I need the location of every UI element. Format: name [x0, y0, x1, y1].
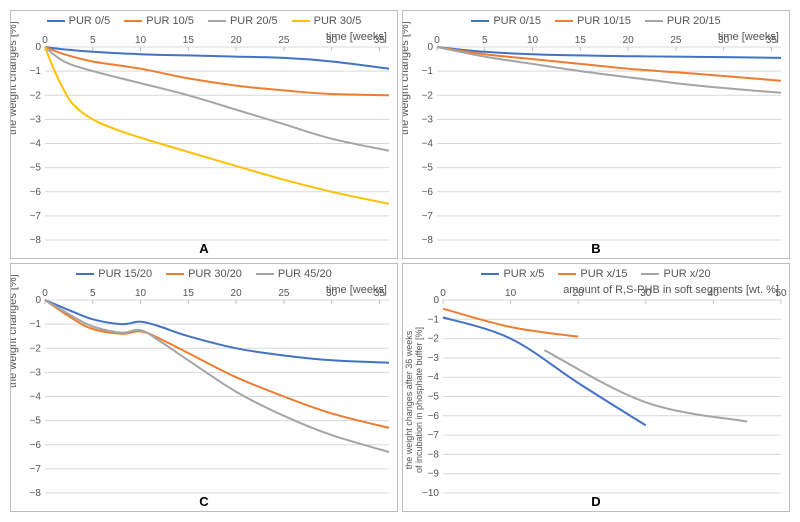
svg-text:20: 20 [231, 288, 243, 299]
svg-text:−3: −3 [422, 114, 434, 125]
svg-text:−6: −6 [428, 411, 440, 422]
series-line [443, 317, 646, 425]
svg-text:−1: −1 [30, 66, 42, 77]
panel-label: A [199, 241, 208, 256]
svg-text:−7: −7 [422, 211, 434, 222]
svg-text:−6: −6 [30, 187, 42, 198]
svg-text:15: 15 [575, 35, 587, 46]
svg-text:15: 15 [183, 35, 195, 46]
panel-D: PUR x/5PUR x/15PUR x/20amount of R,S-PHB… [402, 263, 790, 512]
svg-text:−5: −5 [30, 416, 42, 427]
svg-text:30: 30 [326, 35, 338, 46]
svg-text:−6: −6 [30, 440, 42, 451]
series-line [45, 47, 389, 204]
svg-text:0: 0 [35, 42, 41, 53]
panel-C: PUR 15/20PUR 30/20PUR 45/20time [weeks]t… [10, 263, 398, 512]
svg-text:−3: −3 [30, 367, 42, 378]
svg-text:−9: −9 [428, 469, 440, 480]
svg-text:5: 5 [90, 35, 96, 46]
svg-text:−2: −2 [30, 90, 42, 101]
svg-text:−8: −8 [422, 235, 434, 246]
svg-text:10: 10 [505, 288, 517, 299]
svg-text:25: 25 [670, 35, 682, 46]
panel-label: B [591, 241, 600, 256]
svg-text:0: 0 [35, 295, 41, 306]
svg-text:−1: −1 [428, 314, 440, 325]
svg-text:30: 30 [640, 288, 652, 299]
svg-text:−6: −6 [422, 187, 434, 198]
svg-text:30: 30 [326, 288, 338, 299]
svg-text:−2: −2 [422, 90, 434, 101]
svg-text:20: 20 [231, 35, 243, 46]
svg-text:20: 20 [573, 288, 585, 299]
panel-B: PUR 0/15PUR 10/15PUR 20/15time [weeks]th… [402, 10, 790, 259]
panel-label: C [199, 494, 208, 509]
svg-text:10: 10 [135, 288, 147, 299]
svg-text:−10: −10 [422, 488, 439, 499]
svg-text:20: 20 [623, 35, 635, 46]
chart-svg: −10−9−8−7−6−5−4−3−2−1001020304050 [403, 264, 790, 512]
svg-text:35: 35 [374, 288, 386, 299]
svg-text:−1: −1 [30, 319, 42, 330]
svg-text:35: 35 [374, 35, 386, 46]
svg-text:−3: −3 [428, 353, 440, 364]
svg-text:−5: −5 [30, 163, 42, 174]
svg-text:−8: −8 [428, 449, 440, 460]
svg-text:25: 25 [278, 35, 290, 46]
chart-svg: −8 −7 −6 −5 −4 −3 −2 −1 00 5 10 15 20 25 30 35 [403, 11, 790, 259]
svg-text:0: 0 [433, 295, 439, 306]
svg-text:5: 5 [482, 35, 488, 46]
panel-A: PUR 0/5PUR 10/5PUR 20/5PUR 30/5time [wee… [10, 10, 398, 259]
svg-text:−2: −2 [428, 334, 440, 345]
svg-text:40: 40 [708, 288, 720, 299]
svg-text:−5: −5 [428, 392, 440, 403]
svg-text:0: 0 [427, 42, 433, 53]
svg-text:10: 10 [135, 35, 147, 46]
svg-text:−4: −4 [30, 139, 42, 150]
panel-label: D [591, 494, 600, 509]
svg-text:0: 0 [42, 35, 48, 46]
svg-text:0: 0 [434, 35, 440, 46]
svg-text:−7: −7 [428, 430, 440, 441]
series-line [544, 350, 747, 421]
chart-svg: −8 −7 −6 −5 −4 −3 −2 −1 00 5 10 15 20 25 30 35 [11, 264, 398, 512]
svg-text:−4: −4 [422, 139, 434, 150]
series-line [45, 47, 389, 69]
svg-text:−4: −4 [30, 392, 42, 403]
svg-text:25: 25 [278, 288, 290, 299]
series-line [45, 300, 389, 452]
svg-text:−4: −4 [428, 372, 440, 383]
svg-text:−5: −5 [422, 163, 434, 174]
svg-text:30: 30 [718, 35, 730, 46]
svg-text:−7: −7 [30, 464, 42, 475]
svg-text:−7: −7 [30, 211, 42, 222]
svg-text:15: 15 [183, 288, 195, 299]
series-line [45, 300, 389, 363]
svg-text:35: 35 [766, 35, 778, 46]
svg-text:50: 50 [775, 288, 787, 299]
chart-svg: −8 −7 −6 −5 −4 −3 −2 −1 00 5 10 15 20 25 30 35 [11, 11, 398, 259]
svg-text:−2: −2 [30, 343, 42, 354]
svg-text:−3: −3 [30, 114, 42, 125]
svg-text:0: 0 [42, 288, 48, 299]
svg-text:5: 5 [90, 288, 96, 299]
svg-text:10: 10 [527, 35, 539, 46]
svg-text:0: 0 [440, 288, 446, 299]
svg-text:−8: −8 [30, 488, 42, 499]
series-line [45, 300, 389, 428]
svg-text:−1: −1 [422, 66, 434, 77]
svg-text:−8: −8 [30, 235, 42, 246]
